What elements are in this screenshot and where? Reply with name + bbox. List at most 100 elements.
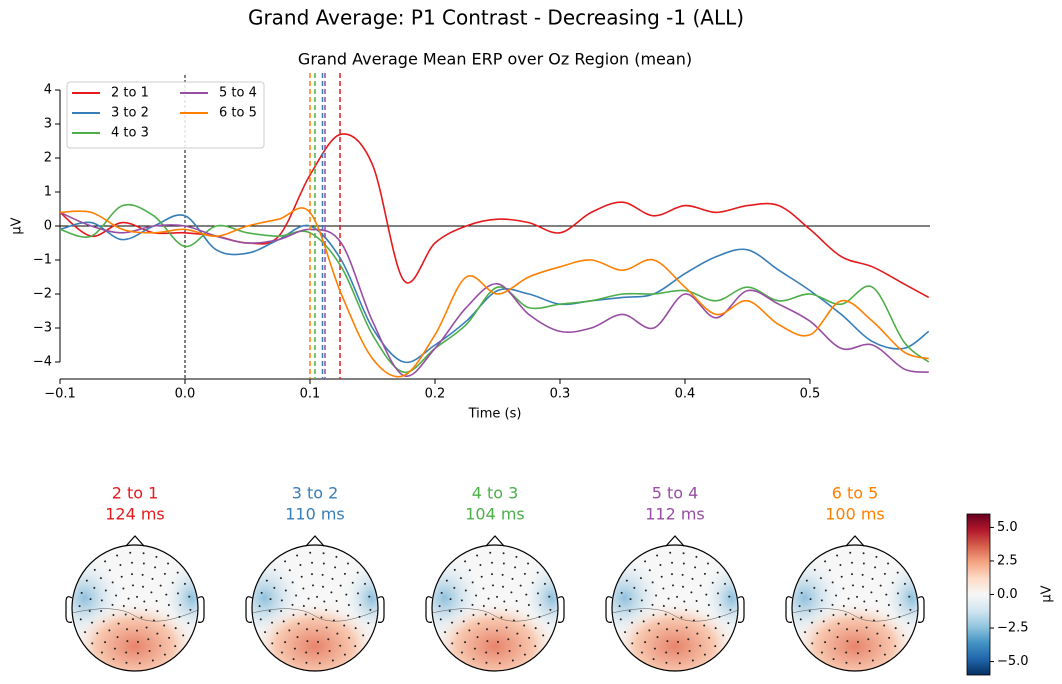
sensor [691,577,694,580]
sensor [136,595,139,598]
sensor [665,651,668,654]
sensor [165,593,168,596]
sensor [809,598,812,601]
head-outline [431,544,559,672]
sensor [894,627,897,630]
sensor [462,620,465,623]
ear [917,596,925,623]
x-tick-label: 0.2 [425,387,446,402]
sensor [167,603,170,606]
sensor [273,568,276,571]
sensor [284,560,287,563]
sensor [316,652,319,655]
sensor [677,640,680,643]
sensor [703,653,706,656]
sensor [343,572,346,575]
sensor [680,616,683,619]
sensor [811,621,814,624]
sensor [828,629,831,632]
sensor [639,577,642,580]
sensor [280,651,283,654]
sensor [142,552,145,555]
series-line [59,214,930,364]
sensor [482,604,485,607]
sensor [174,627,177,630]
sensor [311,584,314,587]
suptitle: Grand Average: P1 Contrast - Decreasing … [248,6,744,30]
sensor [507,638,510,641]
sensor [259,618,262,621]
sensor [178,615,181,618]
sensor [845,651,848,654]
sensor [718,615,721,618]
sensor [494,607,496,609]
sensor [317,640,320,643]
sensor [339,584,342,587]
sensor [348,636,351,639]
sensor [477,622,480,625]
sensor [179,604,182,607]
colorbar-tick-label: 2.5 [997,553,1018,568]
sensor [831,581,834,584]
sensor [155,600,158,603]
sensor [851,584,854,587]
sensor [115,594,118,597]
sensor [91,642,94,645]
sensor [284,589,287,592]
sensor [505,609,508,612]
sensor [729,608,732,611]
sensor [870,591,873,594]
sensor [116,636,119,639]
sensor [131,584,134,587]
sensor [163,624,166,627]
sensor [320,616,323,619]
sensor [519,584,522,587]
sensor [871,577,874,580]
sensor [460,599,463,602]
sensor [309,551,312,554]
sensor [444,631,447,634]
sensor [674,607,676,609]
sensor [496,629,499,632]
sensor [640,651,643,654]
sensor [368,595,371,598]
sensor [171,581,174,584]
head-outline [71,544,199,672]
sensor [861,585,864,588]
sensor [145,626,148,629]
topomap-time: 110 ms [285,505,345,524]
sensor [854,607,856,609]
sensor [651,581,654,584]
sensor [907,622,910,625]
legend-label: 2 to 1 [111,86,149,101]
ear [197,596,205,623]
sensor [306,628,309,631]
sensor [505,626,508,629]
ear [605,596,613,623]
series-line [59,133,930,299]
sensor [188,595,191,598]
sensor [112,658,115,661]
sensor [842,587,845,590]
sensor [879,644,882,647]
x-tick-label: 0.1 [300,387,321,402]
sensor [631,621,634,624]
sensor [703,572,706,575]
sensor [831,603,834,606]
sensor [325,609,328,612]
sensor [347,614,350,617]
sensor [124,613,127,616]
sensor [125,651,128,654]
sensor [80,591,83,594]
sensor [104,589,107,592]
sensor [510,591,513,594]
sensor [839,564,842,567]
sensor [445,579,448,582]
sensor [111,581,114,584]
contour [792,608,918,622]
sensor [694,566,697,569]
sensor [448,609,451,612]
sensor [833,647,836,650]
ear [65,596,73,623]
sensor [501,585,504,588]
